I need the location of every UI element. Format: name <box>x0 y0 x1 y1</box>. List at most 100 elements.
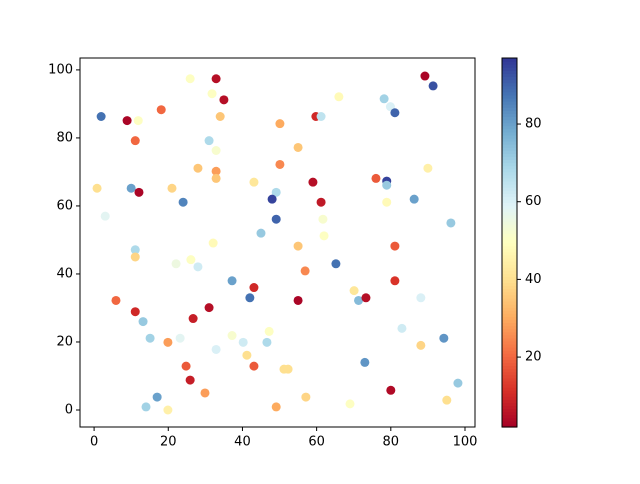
scatter-point <box>271 214 281 224</box>
colorbar-segment <box>502 82 517 87</box>
scatter-point <box>249 177 259 187</box>
colorbar-segment <box>502 254 517 259</box>
colorbar-tick-label: 80 <box>525 117 542 132</box>
scatter-point <box>382 197 392 207</box>
y-tick-label: 100 <box>48 62 73 77</box>
colorbar-segment <box>502 88 517 93</box>
colorbar-segment <box>502 359 517 364</box>
scatter-point <box>211 173 221 183</box>
scatter-point <box>208 238 218 248</box>
colorbar-segment <box>502 196 517 201</box>
colorbar-segment <box>502 343 517 348</box>
colorbar-segment <box>502 137 517 142</box>
colorbar-segment <box>502 156 517 161</box>
scatter-point <box>371 173 381 183</box>
scatter-point <box>416 340 426 350</box>
scatter-point <box>163 405 173 415</box>
colorbar-segment <box>502 399 517 403</box>
scatter-point <box>271 402 281 412</box>
scatter-point <box>134 187 144 197</box>
scatter-point <box>163 337 173 347</box>
scatter-point <box>386 385 396 395</box>
colorbar-segment <box>502 396 517 400</box>
scatter-point <box>111 295 121 305</box>
colorbar-segment <box>502 227 517 231</box>
x-tick-label: 40 <box>234 435 251 450</box>
colorbar-segment <box>502 61 517 65</box>
colorbar-segment <box>502 313 517 317</box>
colorbar-segment <box>502 242 517 247</box>
colorbar-segment <box>502 141 517 145</box>
colorbar-segment <box>502 371 517 376</box>
colorbar-segment <box>502 307 517 311</box>
scatter-point <box>207 89 217 99</box>
scatter-point <box>141 402 151 412</box>
scatter-point <box>178 197 188 207</box>
scatter-point <box>249 283 259 293</box>
colorbar-segment <box>502 248 517 253</box>
scatter-point <box>156 105 166 115</box>
colorbar-segment <box>502 334 517 339</box>
colorbar-segment <box>502 91 517 96</box>
scatter-point <box>122 116 132 126</box>
scatter-point <box>242 350 252 360</box>
colorbar-segment <box>502 214 517 219</box>
colorbar-segment <box>502 270 517 274</box>
scatter-point <box>293 295 303 305</box>
colorbar-segment <box>502 174 517 179</box>
colorbar-segment <box>502 276 517 280</box>
scatter-point <box>204 136 214 146</box>
scatter-point <box>204 303 214 313</box>
colorbar-segment <box>502 67 517 71</box>
colorbar-frame <box>501 57 518 428</box>
y-tick-label: 80 <box>56 130 73 145</box>
colorbar-segment <box>502 279 517 284</box>
scatter-point <box>188 314 198 324</box>
colorbar-segment <box>502 347 517 351</box>
scatter-point <box>293 241 303 251</box>
scatter-point <box>318 214 328 224</box>
scatter-point <box>130 136 140 146</box>
scatter-point <box>145 333 155 343</box>
scatter-point <box>409 194 419 204</box>
colorbar-segment <box>502 325 517 330</box>
colorbar-segment <box>502 411 517 416</box>
scatter-point <box>319 231 329 241</box>
colorbar-segment <box>502 393 517 397</box>
scatter-point <box>249 361 259 371</box>
colorbar-segment <box>502 205 517 210</box>
scatter-point <box>300 266 310 276</box>
colorbar-segment <box>502 245 517 250</box>
colorbar-segment <box>502 377 517 382</box>
scatter-point <box>133 116 143 126</box>
colorbar-segment <box>502 291 517 296</box>
colorbar-segment <box>502 220 517 225</box>
colorbar-segment <box>502 414 517 419</box>
colorbar-segment <box>502 125 517 130</box>
colorbar-segment <box>502 113 517 118</box>
scatter-point <box>442 395 452 405</box>
scatter-point <box>308 177 318 187</box>
scatter-point <box>397 323 407 333</box>
colorbar-segment <box>502 177 517 182</box>
colorbar-segment <box>502 267 517 271</box>
colorbar-segment <box>502 300 517 305</box>
colorbar-segment <box>502 79 517 84</box>
scatter-point <box>215 111 225 121</box>
scatter-point <box>316 111 326 121</box>
scatter-point <box>267 194 277 204</box>
colorbar-segment <box>502 337 517 342</box>
colorbar-segment <box>502 230 517 234</box>
scatter-point <box>96 111 106 121</box>
scatter-point <box>275 119 285 129</box>
scatter-point <box>227 331 237 341</box>
scatter-point <box>349 286 359 296</box>
scatter-point <box>193 262 203 272</box>
colorbar-segment <box>502 73 517 78</box>
scatter-point <box>152 392 162 402</box>
colorbar-segment <box>502 368 517 373</box>
colorbar-segment <box>502 383 517 388</box>
scatter-point <box>262 337 272 347</box>
scatter-point <box>379 94 389 104</box>
